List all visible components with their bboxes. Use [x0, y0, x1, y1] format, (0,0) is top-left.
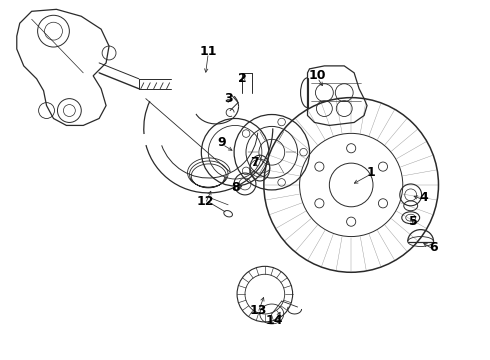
Text: 11: 11	[199, 45, 217, 58]
Text: 2: 2	[238, 72, 246, 85]
Text: 6: 6	[429, 241, 438, 254]
Text: 14: 14	[266, 314, 284, 327]
Text: 12: 12	[196, 195, 214, 208]
Text: 7: 7	[250, 156, 259, 168]
Text: 5: 5	[409, 215, 418, 228]
Text: 10: 10	[309, 69, 326, 82]
Text: 13: 13	[249, 305, 267, 318]
Text: 8: 8	[231, 181, 240, 194]
Text: 4: 4	[419, 192, 428, 204]
Text: 9: 9	[218, 136, 226, 149]
Text: 1: 1	[367, 166, 375, 179]
Text: 3: 3	[224, 92, 232, 105]
